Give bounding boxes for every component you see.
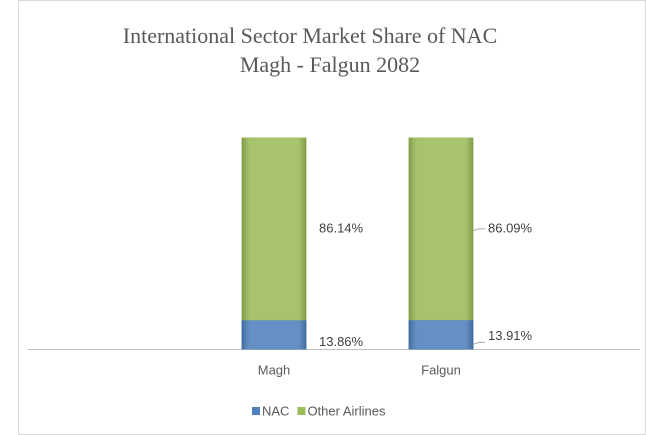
data-label: 13.91% xyxy=(488,328,533,343)
data-label: 86.14% xyxy=(319,220,364,235)
bar-shade xyxy=(242,138,306,320)
leader-line xyxy=(472,341,485,345)
data-label: 86.09% xyxy=(488,220,533,235)
bar-shade xyxy=(409,138,473,320)
legend-swatch xyxy=(252,407,260,415)
chart-title: International Sector Market Share of NAC xyxy=(123,23,498,48)
legend-swatch xyxy=(297,407,306,415)
bar-shade xyxy=(409,319,473,349)
legend-label: NAC xyxy=(262,403,289,418)
x-tick-label: Falgun xyxy=(421,362,461,377)
data-label: 13.86% xyxy=(319,334,364,349)
x-tick-label: Magh xyxy=(258,362,291,377)
chart-border xyxy=(18,0,646,435)
legend-label: Other Airlines xyxy=(307,403,386,418)
bar-shade xyxy=(242,319,306,349)
leader-line xyxy=(472,228,485,232)
chart-subtitle: Magh - Falgun 2082 xyxy=(240,52,420,77)
